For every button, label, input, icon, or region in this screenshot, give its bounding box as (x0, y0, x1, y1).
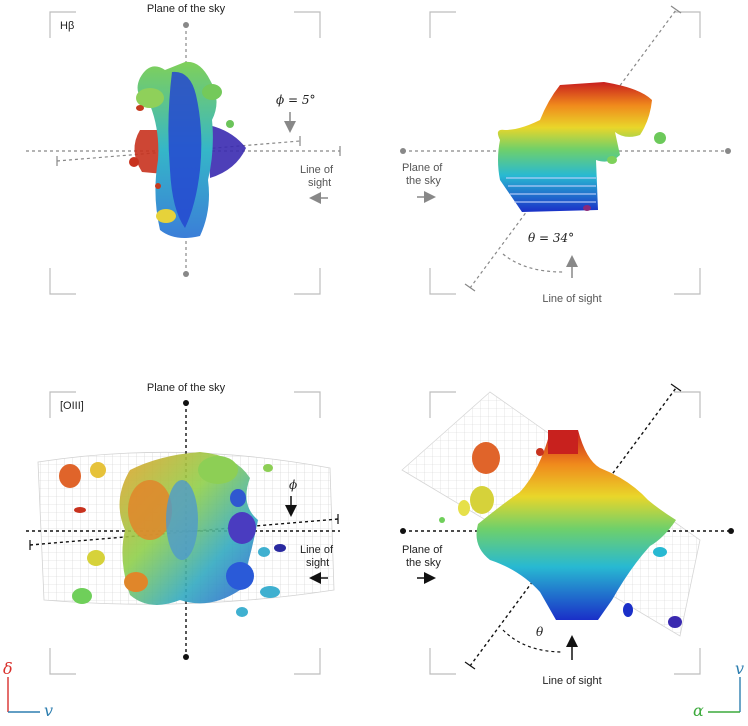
delta-axis-label: δ (3, 659, 13, 678)
corner-brackets (49, 391, 321, 675)
panel-hbeta-front: Hβ Plane of the sky ϕ = 5° Line of (26, 3, 341, 295)
plane-endpoint-bottom (183, 271, 189, 277)
theta-angle-label: θ = 34° (528, 231, 574, 245)
corner-brackets (429, 391, 701, 675)
panel-tag: [OIII] (60, 400, 84, 412)
theta-arc (502, 629, 564, 653)
plane-of-sky-label: Plane of the sky (147, 3, 226, 15)
theta-angle-label: θ (536, 625, 544, 639)
tilted-axis (469, 387, 677, 667)
v-axis-label: v (44, 701, 53, 720)
corner-brackets (49, 11, 321, 295)
phi-angle-label: ϕ (289, 478, 297, 492)
theta-arc (502, 253, 564, 273)
corner-brackets (429, 11, 701, 295)
v-axis-label: v (735, 659, 744, 678)
nebula-hbeta-front (129, 61, 246, 239)
line-of-sight-label: Line of sight (542, 675, 601, 687)
nebula-oiii-front (59, 452, 286, 617)
alpha-axis-label: α (693, 701, 704, 720)
axis-tick-bottom (464, 661, 476, 670)
plane-endpoint-left (400, 528, 406, 534)
plane-of-sky-label-2: the sky (406, 175, 441, 187)
plane-endpoint-bottom (183, 654, 189, 660)
plane-of-sky-label-2: the sky (406, 557, 441, 569)
plane-of-sky-label-1: Plane of (402, 544, 443, 556)
axis-tick-top (670, 383, 682, 392)
tilted-axis (469, 9, 677, 289)
line-of-sight-label-1: Line of (300, 544, 334, 556)
panel-tag: Hβ (60, 20, 74, 32)
nebula-hbeta-side (497, 82, 666, 212)
line-of-sight-label-2: sight (306, 557, 329, 569)
panel-hbeta-side: Plane of the sky θ = 34° Line of sight (400, 5, 731, 305)
axis-tick-top (670, 5, 682, 14)
line-of-sight-label-1: Line of (300, 164, 334, 176)
plane-endpoint-right (728, 528, 734, 534)
line-of-sight-label-2: sight (308, 177, 331, 189)
axes-indicator-right: v α (693, 659, 744, 720)
axes-indicator-left: δ v (3, 659, 53, 720)
nebula-oiii-side (439, 430, 682, 628)
plane-endpoint-top (183, 400, 189, 406)
plane-endpoint-right (725, 148, 731, 154)
plane-endpoint-left (400, 148, 406, 154)
axis-tick-bottom (464, 283, 476, 292)
phi-angle-label: ϕ = 5° (276, 93, 316, 107)
panel-oiii-side: Plane of the sky θ Line of sight (400, 383, 734, 687)
plane-of-sky-label: Plane of the sky (147, 382, 226, 394)
panel-oiii-front: [OIII] Plane of the sky (26, 382, 340, 675)
line-of-sight-label: Line of sight (542, 293, 601, 305)
plane-of-sky-label-1: Plane of (402, 162, 443, 174)
plane-endpoint-top (183, 22, 189, 28)
